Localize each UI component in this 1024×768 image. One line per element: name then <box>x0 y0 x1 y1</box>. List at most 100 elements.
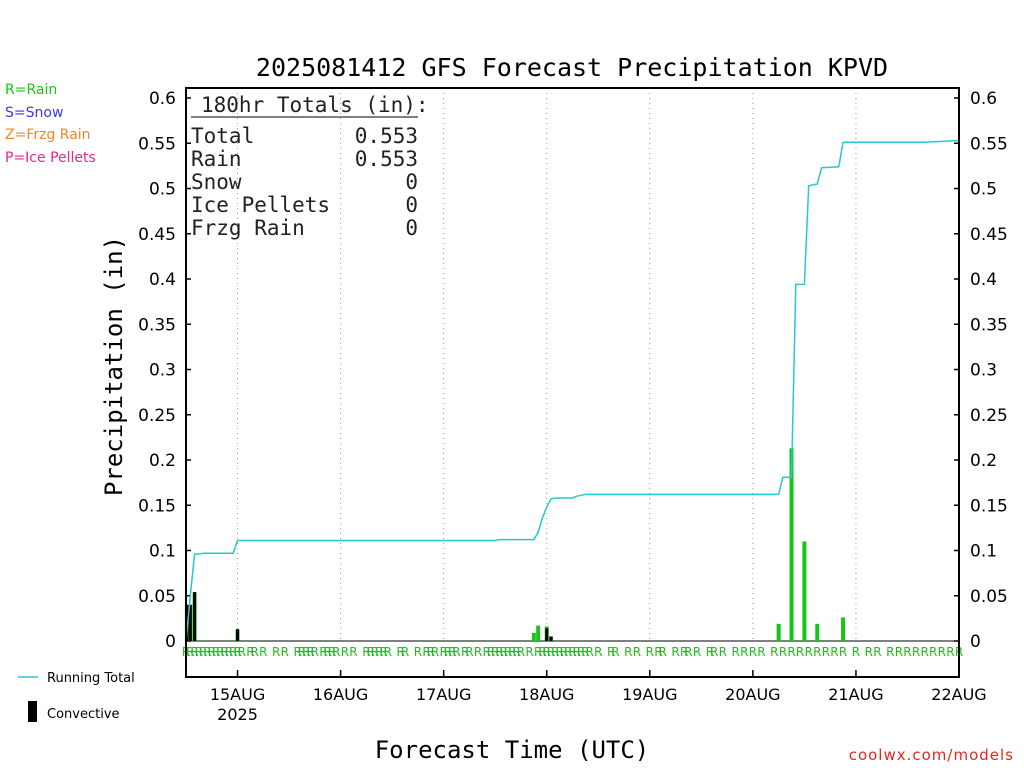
rain-type-marker: R <box>517 645 525 659</box>
rain-type-marker: R <box>646 645 654 659</box>
rain-type-marker: R <box>212 645 220 659</box>
y-axis-label: Precipitation (in) <box>100 236 128 496</box>
rain-type-marker: R <box>319 645 327 659</box>
rain-type-marker: R <box>671 645 679 659</box>
rain-bar <box>776 623 781 641</box>
precip-legend-item: S=Snow <box>5 104 64 121</box>
rain-type-marker: R <box>508 645 516 659</box>
x-axis-label: Forecast Time (UTC) <box>375 736 650 764</box>
rain-type-marker: R <box>452 645 460 659</box>
rain-type-marker: R <box>203 645 211 659</box>
y-tick-label: 0.35 <box>138 315 176 335</box>
rain-type-marker: R <box>624 645 632 659</box>
rain-bar <box>789 448 794 641</box>
rain-type-marker: R <box>298 645 306 659</box>
rain-type-marker: R <box>560 645 568 659</box>
rain-type-marker: R <box>577 645 585 659</box>
totals-box: 180hr Totals (in): Total 0.553 Rain 0.553 Sn… <box>191 93 429 240</box>
convective-bar <box>188 604 192 641</box>
rain-type-marker: R <box>384 645 392 659</box>
rain-type-marker: R <box>710 645 718 659</box>
y-tick-label: 0.15 <box>970 496 1008 516</box>
rain-type-marker: R <box>886 645 894 659</box>
rain-bar <box>531 632 536 641</box>
y-tick-label: 0.05 <box>970 587 1008 607</box>
rain-type-marker: R <box>371 645 379 659</box>
rain-type-marker: R <box>757 645 765 659</box>
convective-legend-swatch <box>28 701 37 722</box>
y-tick-label: 0.1 <box>149 542 176 562</box>
rain-bar <box>802 541 807 641</box>
y-ticks-right: 0 0.05 0.1 0.15 0.2 0.25 0.3 0.35 0.4 0.45 0.5 0.55… <box>954 89 1008 652</box>
x-tick-label: 22AUG <box>931 685 986 704</box>
rain-type-marker: R <box>504 645 512 659</box>
running-total-group <box>185 139 960 642</box>
rain-type-marker: R <box>216 645 224 659</box>
rain-type-marker: R <box>865 645 873 659</box>
rain-type-marker: R <box>208 645 216 659</box>
totals-row-value: 0 <box>405 193 418 217</box>
rain-type-marker: R <box>873 645 881 659</box>
rain-type-marker: R <box>233 645 241 659</box>
site-credit: coolwx.com/models <box>848 746 1014 764</box>
rain-type-marker: R <box>547 645 555 659</box>
rain-type-marker: R <box>190 645 198 659</box>
rain-type-marker: R <box>551 645 559 659</box>
rain-type-marker: R <box>448 645 456 659</box>
rain-type-marker: R <box>796 645 804 659</box>
rain-type-marker: R <box>281 645 289 659</box>
rain-type-marker: R <box>246 645 254 659</box>
rain-type-marker: R <box>302 645 310 659</box>
totals-row-value: 0 <box>405 216 418 240</box>
rain-type-marker: R <box>474 645 482 659</box>
rain-type-marker: R <box>251 645 259 659</box>
rain-type-marker: R <box>422 645 430 659</box>
y-tick-label: 0 <box>970 632 981 652</box>
rain-type-marker: R <box>564 645 572 659</box>
rain-type-marker: R <box>770 645 778 659</box>
rain-type-marker: R <box>903 645 911 659</box>
rain-type-marker: R <box>822 645 830 659</box>
x-tick-label: 21AUG <box>828 685 883 704</box>
y-tick-label: 0.4 <box>970 270 997 290</box>
rain-type-marker: R <box>740 645 748 659</box>
rain-type-marker: R <box>431 645 439 659</box>
x-tick-label: 19AUG <box>622 685 677 704</box>
rain-type-marker: R <box>706 645 714 659</box>
convective-bar <box>545 628 549 641</box>
x-tick-label: 15AUG <box>210 685 265 704</box>
rain-type-marker: R <box>779 645 787 659</box>
rain-type-marker: R <box>293 645 301 659</box>
precip-legend-item: P=Ice Pellets <box>5 149 96 166</box>
totals-row-label: Total <box>191 124 254 148</box>
rain-type-marker: R <box>306 645 314 659</box>
rain-type-marker: R <box>938 645 946 659</box>
y-ticks-left: 0 0.05 0.1 0.15 0.2 0.25 0.3 0.35 0.4 0.45 0.5 0.55… <box>138 89 191 652</box>
rain-type-marker: R <box>525 645 533 659</box>
rain-type-marker: R <box>225 645 233 659</box>
rain-type-marker: R <box>397 645 405 659</box>
precip-legend-item: R=Rain <box>5 82 58 98</box>
rain-type-marker: R <box>538 645 546 659</box>
plot-frame <box>185 87 960 678</box>
x-tick-label: 16AUG <box>313 685 368 704</box>
rain-type-marker: R <box>444 645 452 659</box>
y-tick-label: 0.3 <box>149 361 176 381</box>
rain-type-marker: R <box>366 645 374 659</box>
rain-type-marker: R <box>805 645 813 659</box>
running-total-legend-label: Running Total <box>47 671 135 686</box>
x-tick-label: 20AUG <box>725 685 780 704</box>
rain-type-marker: R <box>328 645 336 659</box>
rain-type-marker: R <box>195 645 203 659</box>
rain-type-marker: R <box>362 645 370 659</box>
y-tick-label: 0.6 <box>970 89 997 109</box>
rain-type-marker: R <box>555 645 563 659</box>
y-tick-label: 0.2 <box>970 451 997 471</box>
rain-type-marker: R <box>611 645 619 659</box>
precip-bars <box>184 448 846 641</box>
rain-type-marker: R <box>186 645 194 659</box>
rain-type-marker: R <box>414 645 422 659</box>
chart-title: 2025081412 GFS Forecast Precipitation KP… <box>256 53 888 82</box>
